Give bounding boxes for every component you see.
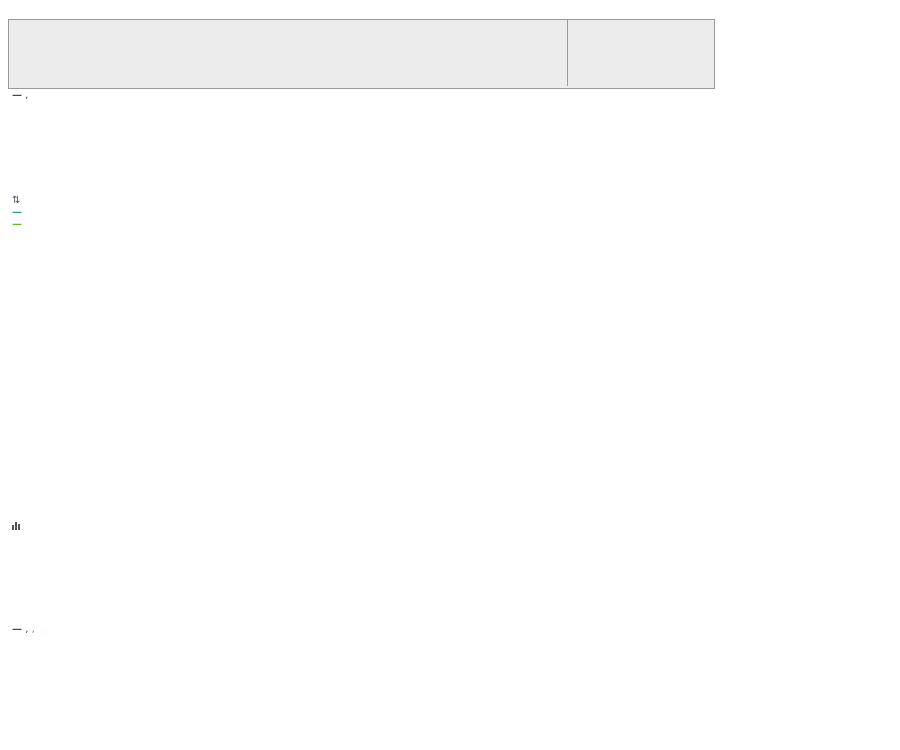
sto-legend-dash-icon: — — [12, 90, 22, 101]
ma40-legend: — — [12, 219, 22, 231]
volume-bars-icon — [12, 522, 20, 530]
volume-panel-label — [12, 521, 22, 533]
quote-col-2 — [151, 23, 261, 85]
ma40-dash-icon: — — [12, 219, 22, 230]
chart-svg — [0, 88, 900, 750]
ppo-panel-label: — , , — [12, 624, 35, 635]
ma10-dash-icon: — — [12, 207, 22, 218]
quote-col-4 — [421, 23, 567, 85]
price-panel-label: ⇅ — [12, 195, 20, 207]
quote-col-1 — [15, 23, 127, 85]
chart-area: — , ⇅ — — — , , — [0, 88, 900, 750]
sto-panel-label: — , — [12, 90, 29, 101]
ma10-legend: — — [12, 207, 22, 219]
quote-header — [8, 19, 715, 89]
quote-col-3 — [279, 23, 404, 85]
date-quote-box — [567, 20, 714, 86]
annotation-arrows-icon: ⇅ — [12, 195, 21, 206]
ppo-legend-dash-icon: — — [12, 624, 22, 635]
